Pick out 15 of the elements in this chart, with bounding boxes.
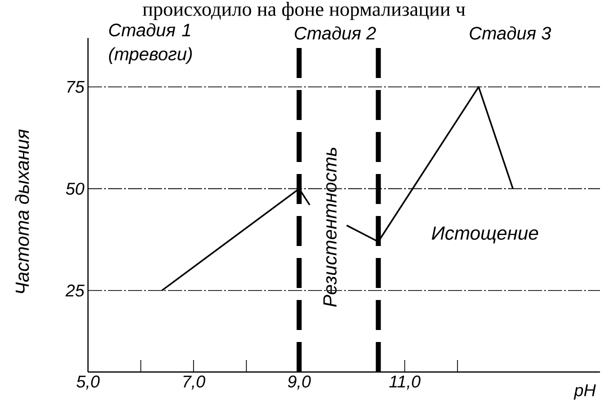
x-tick-label: 11,0 xyxy=(389,376,420,390)
annotation: Стадия 2 xyxy=(294,26,376,40)
x-tick-label: 5,0 xyxy=(76,376,100,390)
y-tick-label: 75 xyxy=(67,80,85,93)
text: происходило на фоне нормализации ч xyxy=(142,2,466,20)
annotation: Стадия 3 xyxy=(470,26,552,40)
x-tick-label: 9,0 xyxy=(288,376,311,390)
y-axis-title: Частота дыхания xyxy=(15,129,29,294)
y-tick-label: 25 xyxy=(65,284,85,297)
annotation: Стадия 1 (тревоги) xyxy=(109,23,192,64)
y-tick-label: 50 xyxy=(66,182,84,195)
x-tick-label: 7,0 xyxy=(184,376,206,390)
annotation: Резистентность xyxy=(323,148,337,307)
x-axis-title: pH xyxy=(574,384,596,400)
annotation: Истощение xyxy=(432,226,538,244)
